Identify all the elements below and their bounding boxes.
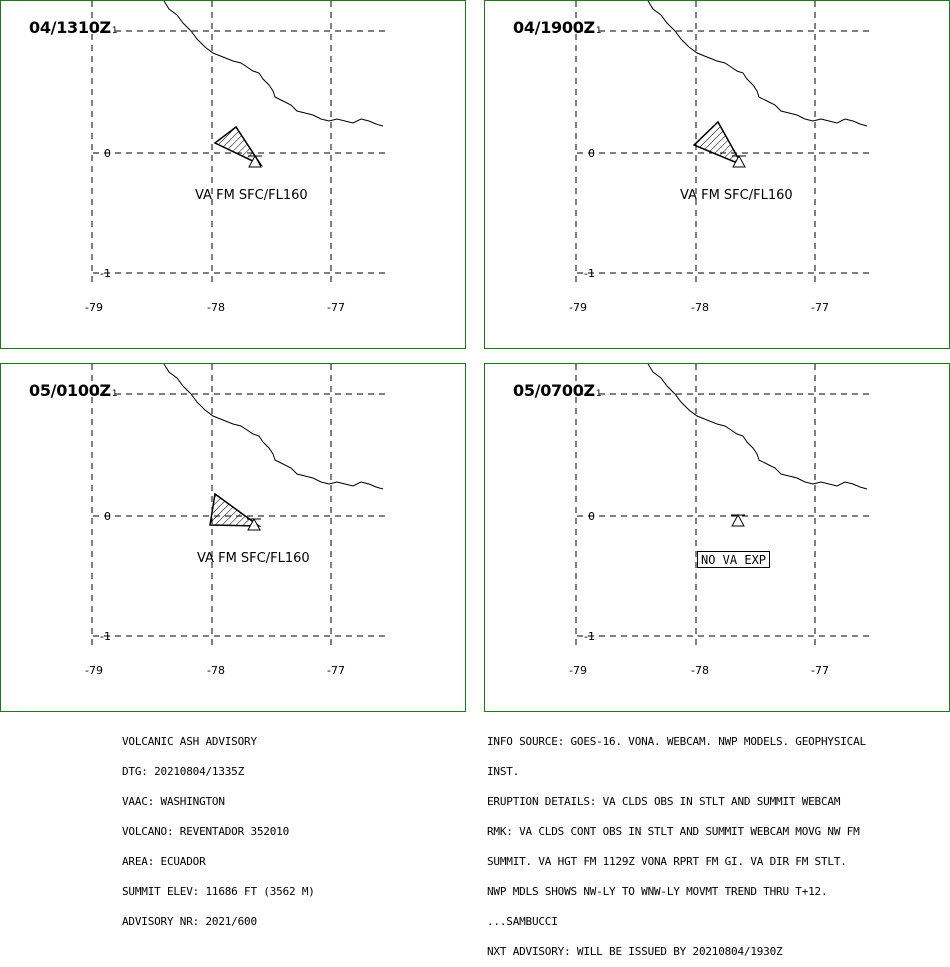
lat-label: 0 — [104, 147, 111, 160]
panel-time-4: 05/0700Z1 — [513, 381, 602, 400]
forecast-panel-2: 0 -1 -79 -78 -77 04/1900Z1 VA FM SFC/FL160 — [484, 0, 950, 349]
lon-label: -77 — [327, 664, 345, 677]
grid-lines — [575, 364, 870, 649]
map-canvas-4: 0 -1 -79 -78 -77 — [569, 363, 870, 677]
lon-label: -78 — [691, 301, 709, 314]
forecast-panel-3: 0 -1 -79 -78 -77 05/0100Z1 VA FM SFC/FL160 — [0, 363, 466, 712]
lat-label: 0 — [588, 147, 595, 160]
lat-label: -1 — [100, 630, 111, 643]
volcano-icon — [732, 154, 746, 168]
lat-label: -1 — [584, 630, 595, 643]
grid-lines — [91, 364, 386, 649]
info-line: ERUPTION DETAILS: VA CLDS OBS IN STLT AN… — [487, 795, 841, 808]
advisory-line: DTG: 20210804/1335Z — [122, 765, 245, 778]
forecast-panel-4: 0 -1 -79 -78 -77 05/0700Z1 NO VA EXP — [484, 363, 950, 712]
map-canvas-3: 0 -1 -79 -78 -77 — [85, 363, 386, 677]
ash-cloud-area — [209, 492, 262, 527]
lon-label: -79 — [85, 664, 103, 677]
panel-time-text: 04/1900Z — [513, 18, 595, 37]
map-canvas-2: 0 -1 -79 -78 -77 — [569, 0, 870, 314]
advisory-line: SUMMIT ELEV: 11686 FT (3562 M) — [122, 885, 315, 898]
panel-time-text: 04/1310Z — [29, 18, 111, 37]
advisory-line: ADVISORY NR: 2021/600 — [122, 915, 257, 928]
advisory-header-block: VOLCANIC ASH ADVISORY DTG: 20210804/1335… — [122, 717, 315, 937]
lon-label: -78 — [207, 301, 225, 314]
lon-label: -79 — [569, 301, 587, 314]
ash-label-2: VA FM SFC/FL160 — [680, 188, 793, 203]
advisory-line: VOLCANIC ASH ADVISORY — [122, 735, 257, 748]
map-canvas-1: 0 -1 -79 -78 -77 — [85, 0, 386, 314]
lon-label: -77 — [811, 301, 829, 314]
coastline — [647, 363, 868, 490]
lat-label: -1 — [584, 267, 595, 280]
coastline — [163, 363, 384, 490]
tick-mark: 1 — [111, 389, 118, 399]
panel-time-text: 05/0700Z — [513, 381, 595, 400]
ash-label-1: VA FM SFC/FL160 — [195, 188, 308, 203]
panel-time-2: 04/1900Z1 — [513, 18, 602, 37]
grid-lines — [575, 1, 870, 286]
coastline — [163, 0, 384, 127]
info-line: ...SAMBUCCI — [487, 915, 558, 928]
coastline — [647, 0, 868, 127]
ash-label-3: VA FM SFC/FL160 — [197, 551, 310, 566]
lon-label: -77 — [811, 664, 829, 677]
ash-cloud-area — [692, 120, 744, 167]
info-line: INFO SOURCE: GOES-16. VONA. WEBCAM. NWP … — [487, 735, 866, 748]
lat-label: 0 — [104, 510, 111, 523]
advisory-info-block: INFO SOURCE: GOES-16. VONA. WEBCAM. NWP … — [487, 717, 866, 967]
advisory-line: VOLCANO: REVENTADOR 352010 — [122, 825, 289, 838]
info-line: INST. — [487, 765, 520, 778]
volcano-icon — [247, 517, 261, 531]
lon-label: -78 — [207, 664, 225, 677]
info-line: RMK: VA CLDS CONT OBS IN STLT AND SUMMIT… — [487, 825, 860, 838]
lon-label: -79 — [85, 301, 103, 314]
lon-label: -79 — [569, 664, 587, 677]
volcano-icon — [248, 154, 262, 168]
info-line: NXT ADVISORY: WILL BE ISSUED BY 20210804… — [487, 945, 783, 958]
info-line: SUMMIT. VA HGT FM 1129Z VONA RPRT FM GI.… — [487, 855, 847, 868]
lat-label: -1 — [100, 267, 111, 280]
forecast-panel-1: 0 -1 -79 -78 -77 04/1310Z1 VA FM SFC/FL160 — [0, 0, 466, 349]
no-ash-box: NO VA EXP — [697, 551, 771, 568]
lon-label: -78 — [691, 664, 709, 677]
panel-time-text: 05/0100Z — [29, 381, 111, 400]
lat-label: 0 — [588, 510, 595, 523]
tick-mark: 1 — [595, 26, 602, 36]
info-line: NWP MDLS SHOWS NW-LY TO WNW-LY MOVMT TRE… — [487, 885, 828, 898]
panel-time-3: 05/0100Z1 — [29, 381, 118, 400]
advisory-line: VAAC: WASHINGTON — [122, 795, 225, 808]
panel-time-1: 04/1310Z1 — [29, 18, 118, 37]
tick-mark: 1 — [595, 389, 602, 399]
lon-label: -77 — [327, 301, 345, 314]
advisory-line: AREA: ECUADOR — [122, 855, 206, 868]
volcano-icon — [731, 513, 745, 527]
tick-mark: 1 — [111, 26, 118, 36]
